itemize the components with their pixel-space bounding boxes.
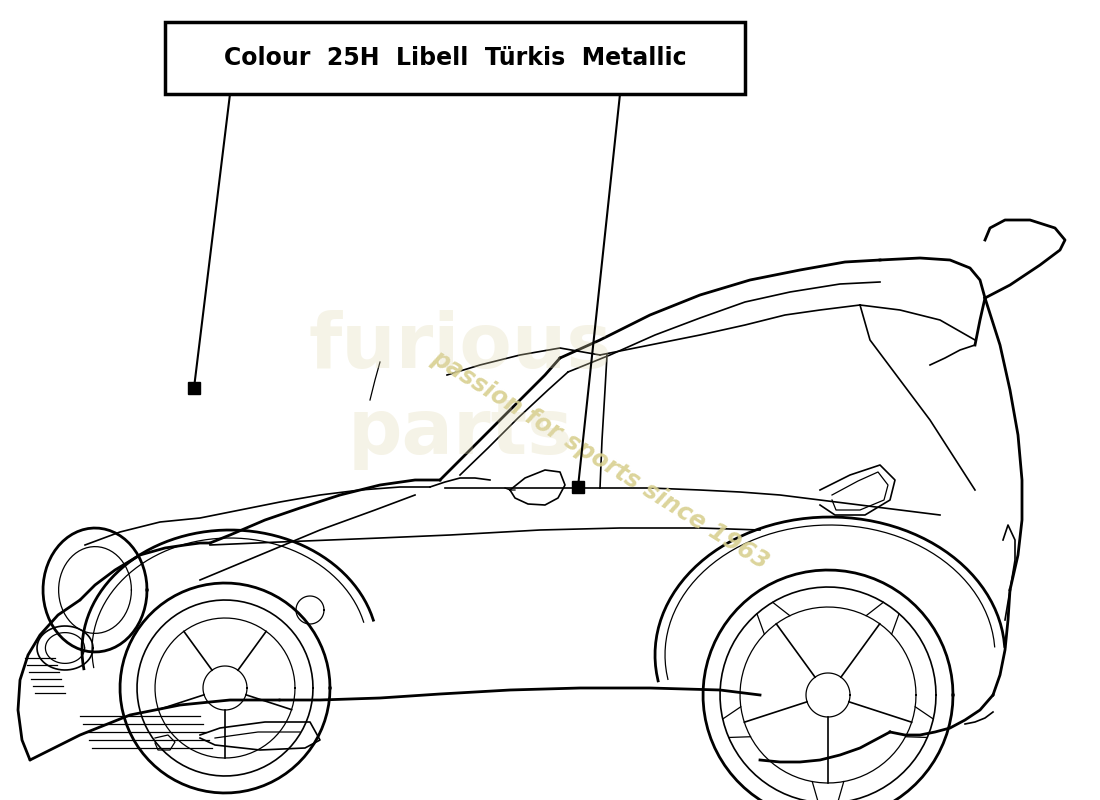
Text: passion for sports since 1963: passion for sports since 1963	[427, 346, 773, 574]
Text: Colour  25H  Libell  Türkis  Metallic: Colour 25H Libell Türkis Metallic	[223, 46, 686, 70]
FancyBboxPatch shape	[165, 22, 745, 94]
Text: furious
parts: furious parts	[308, 310, 612, 470]
Polygon shape	[572, 481, 584, 493]
Polygon shape	[188, 382, 200, 394]
